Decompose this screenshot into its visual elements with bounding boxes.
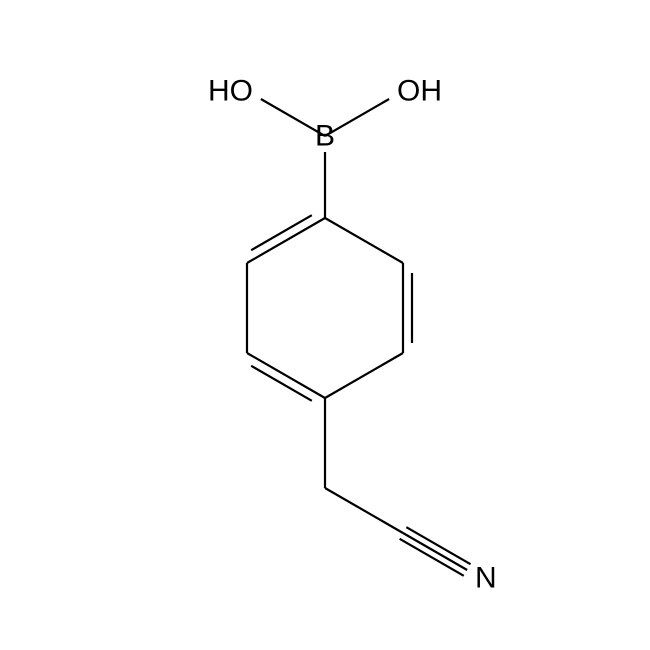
bond-line bbox=[325, 353, 403, 398]
molecule-diagram: B HO OH N bbox=[0, 0, 650, 650]
atom-label: N bbox=[475, 562, 497, 595]
bond-line bbox=[251, 215, 312, 250]
bond-line bbox=[325, 488, 403, 533]
atom-label: OH bbox=[397, 75, 442, 108]
atom-label: B bbox=[315, 120, 335, 153]
bond-line bbox=[247, 353, 325, 398]
bond-line bbox=[406, 527, 470, 564]
bond-line bbox=[251, 366, 312, 401]
atom-label: HO bbox=[208, 75, 253, 108]
bond-line bbox=[325, 218, 403, 263]
bond-line bbox=[400, 539, 464, 576]
bond-line bbox=[247, 218, 325, 263]
bond-line bbox=[403, 533, 467, 570]
